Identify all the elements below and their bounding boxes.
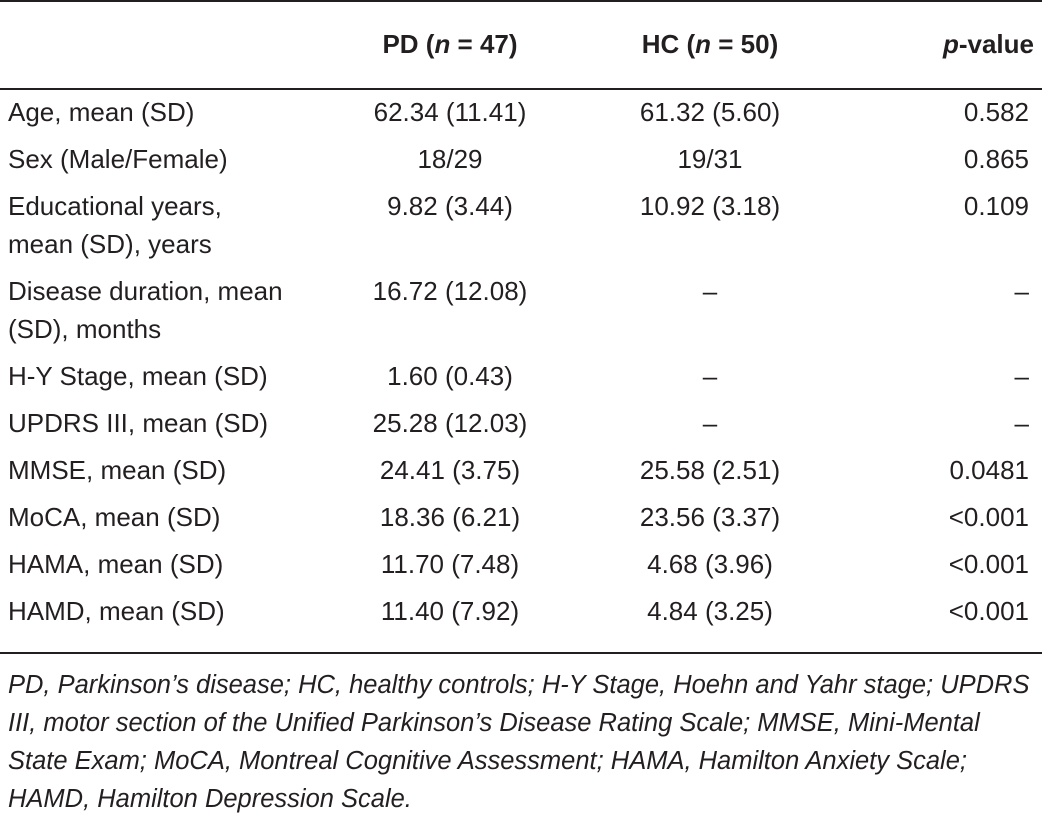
row-label-line: HAMD, mean (SD) (8, 596, 225, 626)
row-label-line: Educational years, (8, 191, 222, 221)
cell-pvalue: <0.001 (948, 549, 1029, 579)
table-row: H-Y Stage, mean (SD) 1.60 (0.43) – – (0, 357, 1042, 404)
cell-pvalue: 0.582 (963, 97, 1029, 127)
row-label-line: Disease duration, mean (8, 276, 283, 306)
row-label: Age, mean (SD) (0, 88, 330, 140)
cell-hc: – (702, 408, 718, 438)
row-label-line: HAMA, mean (SD) (8, 549, 224, 579)
row-label-line: MoCA, mean (SD) (8, 502, 221, 532)
header-hc: HC (n = 50) (570, 0, 850, 88)
header-pvalue: p-value (850, 0, 1042, 88)
cell-pvalue: 0.0481 (949, 455, 1029, 485)
row-label-line: Sex (Male/Female) (8, 144, 228, 174)
cell-pd: 16.72 (12.08) (372, 276, 528, 306)
header-row: PD (n = 47) HC (n = 50) p-value (0, 0, 1042, 88)
table-row: Sex (Male/Female) 18/29 19/31 0.865 (0, 140, 1042, 187)
header-hc-suffix: = 50) (711, 28, 779, 59)
cell-hc: – (702, 276, 718, 306)
table-header: PD (n = 47) HC (n = 50) p-value (0, 0, 1042, 88)
row-label-line: Age, mean (SD) (8, 97, 195, 127)
cell-hc: 10.92 (3.18) (639, 191, 781, 221)
cell-hc: – (702, 361, 718, 391)
top-rule (0, 0, 1042, 2)
table-footnote: PD, Parkinson’s disease; HC, healthy con… (8, 671, 1030, 813)
row-label: UPDRS III, mean (SD) (0, 404, 330, 451)
row-label-line: mean (SD), years (8, 229, 212, 259)
cell-pd: 62.34 (11.41) (373, 97, 527, 127)
cell-pd: 24.41 (3.75) (379, 455, 521, 485)
demographics-table: PD (n = 47) HC (n = 50) p-value Age, mea… (0, 0, 1042, 639)
header-pvalue-suffix: -value (958, 28, 1034, 59)
row-label: Sex (Male/Female) (0, 140, 330, 187)
cell-hc: 25.58 (2.51) (639, 455, 781, 485)
row-label: H-Y Stage, mean (SD) (0, 357, 330, 404)
cell-pvalue: <0.001 (948, 596, 1029, 626)
row-label: MMSE, mean (SD) (0, 451, 330, 498)
row-label: MoCA, mean (SD) (0, 498, 330, 545)
header-rule (0, 88, 1042, 90)
table-row: Disease duration, mean (SD), months 16.72 … (0, 272, 1042, 357)
cell-hc: 19/31 (677, 144, 743, 174)
row-label-line: (SD), months (8, 314, 162, 344)
row-label: Disease duration, mean (SD), months (0, 272, 330, 357)
header-pd: PD (n = 47) (330, 0, 570, 88)
row-label: HAMA, mean (SD) (0, 545, 330, 592)
header-hc-n: n (695, 28, 712, 59)
header-pvalue-p: p (942, 28, 959, 59)
cell-pd: 18/29 (417, 144, 483, 174)
cell-pvalue: – (1014, 408, 1029, 438)
table-row: UPDRS III, mean (SD) 25.28 (12.03) – – (0, 404, 1042, 451)
cell-pvalue: 0.865 (963, 144, 1029, 174)
header-pd-suffix: = 47) (450, 28, 518, 59)
cell-pd: 11.70 (7.48) (380, 549, 520, 579)
table-body: Age, mean (SD) 62.34 (11.41) 61.32 (5.60) 0… (0, 88, 1042, 639)
table-row: Educational years, mean (SD), years 9.82 (… (0, 187, 1042, 272)
cell-pvalue: – (1014, 361, 1029, 391)
table-row: MoCA, mean (SD) 18.36 (6.21) 23.56 (3.37) <… (0, 498, 1042, 545)
cell-pvalue: <0.001 (948, 502, 1029, 532)
cell-pd: 18.36 (6.21) (379, 502, 521, 532)
table-row: HAMD, mean (SD) 11.40 (7.92) 4.84 (3.25) <0… (0, 592, 1042, 639)
header-hc-prefix: HC ( (641, 28, 696, 59)
table-row: HAMA, mean (SD) 11.70 (7.48) 4.68 (3.96) <0… (0, 545, 1042, 592)
cell-pvalue: – (1014, 276, 1029, 306)
table-row: Age, mean (SD) 62.34 (11.41) 61.32 (5.60) 0… (0, 88, 1042, 140)
row-label: HAMD, mean (SD) (0, 592, 330, 639)
row-label-line: UPDRS III, mean (SD) (8, 408, 269, 438)
table-row: MMSE, mean (SD) 24.41 (3.75) 25.58 (2.51) 0… (0, 451, 1042, 498)
cell-hc: 4.84 (3.25) (647, 596, 773, 626)
cell-pd: 25.28 (12.03) (372, 408, 528, 438)
header-variable (0, 0, 330, 88)
header-pd-prefix: PD ( (382, 28, 435, 59)
cell-hc: 23.56 (3.37) (639, 502, 781, 532)
row-label-line: MMSE, mean (SD) (8, 455, 227, 485)
cell-pd: 11.40 (7.92) (380, 596, 520, 626)
header-pd-n: n (434, 28, 451, 59)
row-label-line: H-Y Stage, mean (SD) (8, 361, 268, 391)
cell-hc: 61.32 (5.60) (639, 97, 781, 127)
bottom-rule (0, 652, 1042, 654)
row-label: Educational years, mean (SD), years (0, 187, 330, 272)
cell-pd: 9.82 (3.44) (387, 191, 513, 221)
cell-pvalue: 0.109 (963, 191, 1029, 221)
cell-pd: 1.60 (0.43) (387, 361, 513, 391)
cell-hc: 4.68 (3.96) (647, 549, 773, 579)
